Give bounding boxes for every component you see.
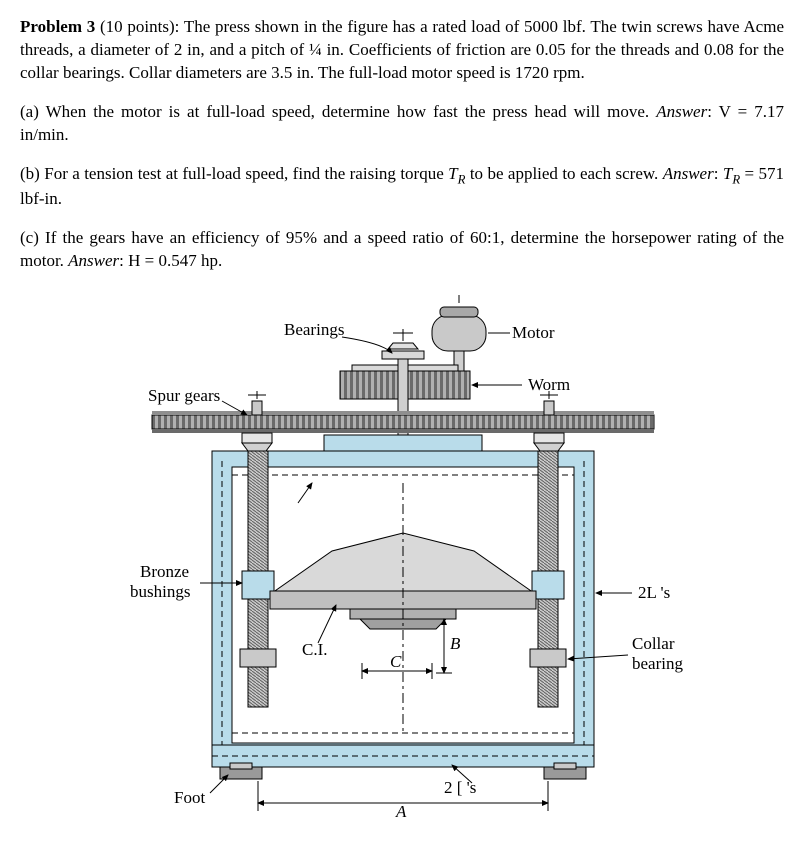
label-collar2: bearing	[632, 654, 683, 673]
part-b-answer-sym: T	[723, 164, 732, 183]
label-bronze1: Bronze	[140, 562, 189, 581]
points: (10 points):	[100, 17, 179, 36]
part-b-answer-sub: R	[732, 172, 740, 186]
part-b-answer-pre: :	[714, 164, 723, 183]
part-b-answer-word: Answer	[663, 164, 714, 183]
part-a: (a) When the motor is at full-load speed…	[20, 101, 784, 147]
label-bronze2: bushings	[130, 582, 190, 601]
part-b: (b) For a tension test at full-load spee…	[20, 163, 784, 212]
part-c-answer-word: Answer	[68, 251, 119, 270]
part-c-answer: : H = 0.547 hp.	[119, 251, 222, 270]
part-b-label: (b)	[20, 164, 40, 183]
label-motor: Motor	[512, 323, 555, 342]
label-ci: C.I.	[302, 640, 328, 659]
label-C: C	[390, 652, 402, 671]
part-c: (c) If the gears have an efficiency of 9…	[20, 227, 784, 273]
part-b-sym: T	[448, 164, 457, 183]
label-B: B	[450, 634, 461, 653]
label-foot: Foot	[174, 788, 205, 807]
part-a-label: (a)	[20, 102, 39, 121]
motor-group	[432, 295, 486, 371]
figure: Bearings Motor Spur gears Worm Bronze bu…	[20, 293, 784, 830]
label-bearings: Bearings	[284, 320, 344, 339]
heading: Problem 3	[20, 17, 95, 36]
part-b-text2: to be applied to each screw.	[465, 164, 658, 183]
label-2ls: 2L 's	[638, 583, 670, 602]
part-a-text: When the motor is at full-load speed, de…	[46, 102, 650, 121]
label-collar1: Collar	[632, 634, 675, 653]
label-worm: Worm	[528, 375, 570, 394]
part-a-answer-word: Answer	[656, 102, 707, 121]
label-spur: Spur gears	[148, 386, 220, 405]
problem-intro: Problem 3 (10 points): The press shown i…	[20, 16, 784, 85]
label-2is: 2 [ 's	[444, 778, 476, 797]
part-b-text1: For a tension test at full-load speed, f…	[44, 164, 448, 183]
base	[212, 745, 594, 779]
part-c-label: (c)	[20, 228, 39, 247]
press-diagram: Bearings Motor Spur gears Worm Bronze bu…	[92, 293, 712, 823]
label-A: A	[395, 802, 407, 821]
